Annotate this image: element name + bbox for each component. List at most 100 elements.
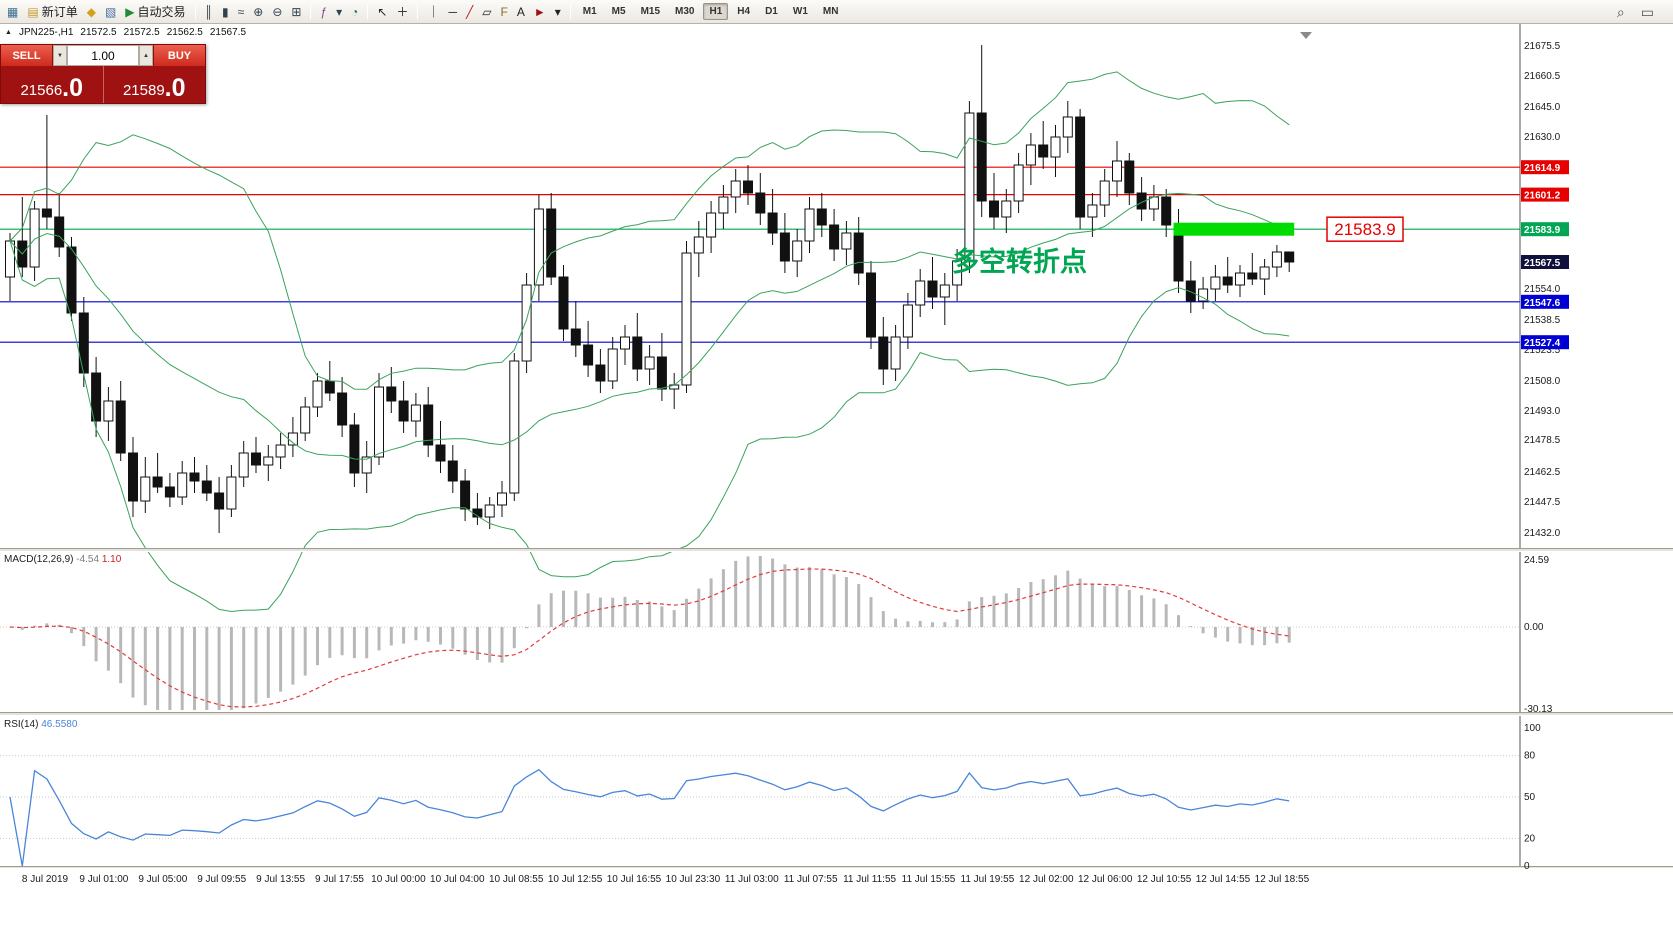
trendline-icon: ╱: [466, 4, 474, 19]
candle: [66, 237, 77, 321]
crosshair-button[interactable]: ＋: [392, 2, 412, 22]
fibonacci-button[interactable]: F: [496, 2, 511, 22]
arrows-button[interactable]: ►: [530, 2, 550, 22]
shapes-button[interactable]: ▾: [551, 2, 565, 22]
candle: [29, 201, 40, 281]
panel-separator[interactable]: [0, 712, 1673, 716]
zoom-in-button[interactable]: ⊕: [249, 2, 267, 22]
candle: [1235, 265, 1245, 297]
timeframe-h4[interactable]: H4: [737, 6, 751, 17]
macd-axis-tick: 0.00: [1524, 622, 1544, 633]
bar-chart-button[interactable]: ║: [201, 2, 218, 22]
periods-button[interactable]: ◔: [347, 2, 362, 22]
chart-shift-marker[interactable]: [1300, 32, 1312, 39]
text-button[interactable]: A: [513, 2, 529, 22]
buy-price[interactable]: 21589.0: [104, 66, 206, 103]
time-label: 10 Jul 08:55: [489, 874, 544, 885]
shapes-dropdown-icon: ▾: [554, 4, 561, 19]
candle: [976, 45, 987, 217]
fibonacci-icon: F: [500, 4, 508, 19]
collapse-arrow-icon[interactable]: ▲: [5, 29, 12, 36]
channel-button[interactable]: ▱: [478, 2, 495, 22]
candle: [1136, 177, 1147, 221]
line-chart-button[interactable]: ≈: [234, 2, 249, 22]
candle: [1112, 141, 1122, 197]
price-badge: [1521, 187, 1569, 202]
time-label: 11 Jul 11:55: [843, 874, 896, 885]
candle: [902, 293, 913, 349]
candle: [1025, 133, 1036, 185]
candle: [435, 421, 446, 473]
time-label: 10 Jul 00:00: [371, 874, 426, 885]
candle: [423, 387, 434, 457]
panel-separator[interactable]: [0, 866, 1673, 869]
zoom-out-button[interactable]: ⊖: [268, 2, 286, 22]
one-click-trading-panel: SELL ▼ ▲ BUY 21566.0 21589.0: [0, 44, 206, 104]
timeframe-h1[interactable]: H1: [703, 3, 729, 20]
market-watch-icon: ◆: [86, 4, 96, 19]
timeframe-m5[interactable]: M5: [611, 6, 626, 17]
zoom-in-icon: ⊕: [253, 4, 264, 19]
sell-button[interactable]: SELL: [1, 45, 53, 66]
rsi-line: [9, 768, 1290, 867]
candle: [361, 441, 372, 493]
timeframe-m1[interactable]: M1: [582, 6, 597, 17]
volume-input[interactable]: [67, 45, 139, 66]
price-tick: 21538.5: [1524, 315, 1561, 326]
new-chart-button[interactable]: ▦: [3, 2, 22, 22]
timeframe-d1[interactable]: D1: [765, 6, 778, 17]
annotation-text[interactable]: 多空转折点: [952, 246, 1087, 277]
rsi-label: RSI(14) 46.5580: [4, 719, 78, 730]
tile-windows-button[interactable]: ⊞: [287, 2, 305, 22]
volume-decrease-button[interactable]: ▼: [53, 45, 67, 66]
candle: [300, 397, 311, 441]
chat-button[interactable]: ▭: [1637, 2, 1658, 22]
horizontal-line-button[interactable]: ─: [445, 2, 462, 22]
macd-axis-tick: 24.59: [1524, 555, 1549, 566]
sell-price[interactable]: 21566.0: [1, 66, 104, 103]
navigator-button[interactable]: ▧: [101, 2, 120, 22]
candle: [177, 461, 188, 505]
market-watch-button[interactable]: ◆: [83, 2, 100, 22]
price-callout-box[interactable]: [1326, 216, 1404, 242]
search-button[interactable]: ⌕: [1613, 2, 1629, 22]
timeframe-mn[interactable]: MN: [822, 6, 839, 17]
timeframe-w1[interactable]: W1: [792, 6, 808, 17]
cursor-button[interactable]: ↖: [373, 2, 391, 22]
periods-clock-icon: ◔: [351, 4, 359, 19]
symbol-period: JPN225-,H1: [18, 27, 74, 38]
timeframe-m15[interactable]: M15: [640, 6, 661, 17]
rsi-axis-tick: 100: [1524, 723, 1541, 734]
highlight-bar[interactable]: [1173, 222, 1295, 236]
chart-window[interactable]: 21583.9 多空转折点 21675.5 21660.5 21645.0 21630.0…: [0, 24, 1673, 950]
volume-increase-button[interactable]: ▲: [139, 45, 153, 66]
buy-button[interactable]: BUY: [153, 45, 205, 66]
templates-button[interactable]: ▾: [332, 2, 346, 22]
trendline-button[interactable]: ╱: [462, 2, 477, 22]
timeframe-m30[interactable]: M30: [675, 6, 695, 17]
cursor-icon: ↖: [377, 4, 388, 19]
candle: [1062, 101, 1073, 153]
autotrading-button[interactable]: ▶ 自动交易: [121, 2, 189, 22]
chart-canvas[interactable]: 21583.9 多空转折点 21675.5 21660.5 21645.0 21630.0…: [0, 24, 1673, 950]
candle: [398, 381, 409, 433]
toolbar-separator: [367, 4, 369, 19]
candle: [1013, 153, 1024, 213]
candle: [5, 233, 15, 301]
time-label: 11 Jul 19:55: [961, 874, 1015, 885]
vertical-line-button[interactable]: ｜: [423, 2, 443, 22]
price-badge-text: 21583.9: [1524, 225, 1561, 236]
candlestick-chart-button[interactable]: ▮: [218, 2, 233, 22]
toolbar-separator: [569, 4, 571, 19]
autotrading-button-label: 自动交易: [137, 5, 186, 19]
indicators-button[interactable]: ƒ: [316, 2, 331, 22]
candle: [1271, 245, 1282, 277]
candle: [128, 437, 138, 517]
candle: [1198, 277, 1209, 309]
candle: [866, 261, 876, 349]
panel-separator[interactable]: [0, 548, 1673, 552]
candle: [546, 193, 557, 285]
new-order-button[interactable]: ▤ 新订单: [23, 2, 81, 22]
candle: [214, 477, 225, 533]
candle: [263, 445, 274, 481]
